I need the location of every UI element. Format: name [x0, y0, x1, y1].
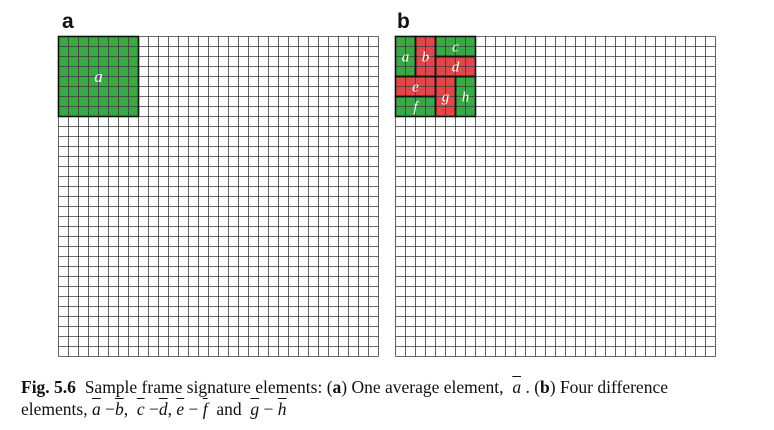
symbol-d-bar: d	[158, 399, 168, 419]
symbol-c-bar: c	[136, 399, 145, 419]
comma: ,	[123, 399, 129, 419]
region-border-h	[454, 75, 477, 118]
figure-number: Fig. 5.6	[21, 377, 76, 397]
symbol-a-bar: a	[512, 377, 522, 397]
caption-text: Sample frame signature elements: (	[84, 377, 333, 397]
symbol-f-bar: f	[202, 399, 208, 419]
panel-a-label: a	[62, 10, 74, 33]
caption-text: . (	[525, 377, 541, 397]
region-label-e: e	[412, 79, 419, 95]
panel-b-grid: a b cd ef g h	[394, 35, 716, 357]
minus-sign: −	[105, 399, 115, 419]
region-label-c: c	[452, 39, 459, 55]
minus-sign: −	[148, 399, 159, 419]
symbol-b-bar: b	[114, 399, 124, 419]
region-label-g: g	[442, 89, 450, 105]
symbol-g-bar: g	[250, 399, 260, 419]
grid-lines	[395, 36, 716, 357]
symbol-e-bar: e	[176, 399, 185, 419]
caption-text: ) One average element,	[341, 377, 504, 397]
minus-sign: −	[188, 399, 199, 419]
symbol-a-bar: a	[91, 399, 101, 419]
panel-b-label: b	[397, 10, 410, 33]
caption-panel-ref-a: a	[332, 377, 342, 397]
caption-text: elements,	[21, 399, 88, 419]
region-label-a: a	[402, 49, 410, 65]
grid-lines	[58, 36, 379, 357]
symbol-h-bar: h	[277, 399, 287, 419]
caption-text: ) Four difference	[549, 377, 668, 397]
region-label-f: f	[413, 99, 419, 115]
region-label-h: h	[462, 89, 470, 105]
caption-panel-ref-b: b	[540, 377, 550, 397]
comma: ,	[167, 399, 172, 419]
region-label-d: d	[452, 59, 460, 75]
panel-a-grid: a	[57, 35, 379, 357]
region-border-a	[57, 35, 140, 118]
figure-caption: Fig. 5.6 Sample frame signature elements…	[21, 376, 761, 420]
region-label-b: b	[422, 49, 430, 65]
minus-sign: −	[263, 399, 274, 419]
caption-text: and	[216, 399, 242, 419]
region-label-a: a	[94, 67, 103, 86]
